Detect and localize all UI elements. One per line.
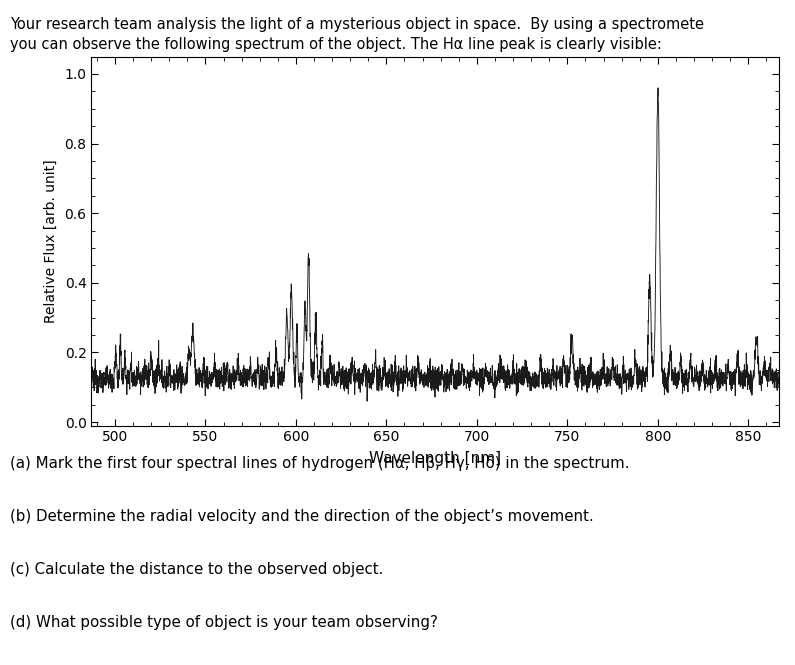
Text: (a) Mark the first four spectral lines of hydrogen (Hα, Hβ, Hγ, Hδ) in the spect: (a) Mark the first four spectral lines o… bbox=[10, 456, 629, 471]
Y-axis label: Relative Flux [arb. unit]: Relative Flux [arb. unit] bbox=[44, 159, 57, 323]
Text: (c) Calculate the distance to the observed object.: (c) Calculate the distance to the observ… bbox=[10, 562, 383, 577]
Text: you can observe the following spectrum of the object. The Hα line peak is clearl: you can observe the following spectrum o… bbox=[10, 37, 661, 52]
Text: (b) Determine the radial velocity and the direction of the object’s movement.: (b) Determine the radial velocity and th… bbox=[10, 509, 593, 524]
X-axis label: Wavelength [nm]: Wavelength [nm] bbox=[369, 452, 502, 466]
Text: Your research team analysis the light of a mysterious object in space.  By using: Your research team analysis the light of… bbox=[10, 17, 704, 32]
Text: (d) What possible type of object is your team observing?: (d) What possible type of object is your… bbox=[10, 615, 437, 630]
